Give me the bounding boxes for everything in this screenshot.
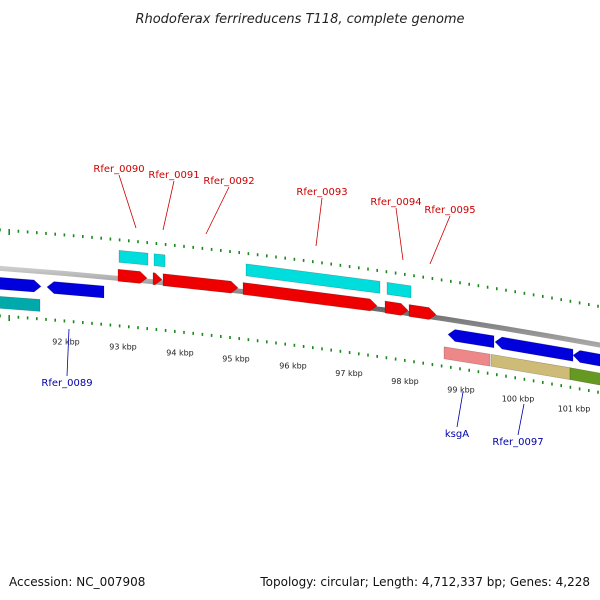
- gene-arrow-reverse: [447, 329, 495, 349]
- gene-label-rfer_0097[interactable]: Rfer_0097: [492, 437, 543, 448]
- bottom-tick-row: [0, 314, 599, 394]
- cds-box: [245, 263, 381, 294]
- gene-label-ksga[interactable]: ksgA: [445, 429, 469, 440]
- gene-label-rfer_0090[interactable]: Rfer_0090: [93, 164, 144, 175]
- label-leader-line: [395, 207, 404, 261]
- rna-box: [443, 346, 491, 367]
- gene-arrow-forward: [162, 273, 239, 294]
- gene-arrow-forward: [152, 272, 163, 286]
- feature-track: [0, 250, 600, 386]
- kbp-tick-label: 92 kbp: [52, 338, 80, 347]
- kbp-tick-label: 95 kbp: [222, 355, 250, 364]
- gene-label-rfer_0091[interactable]: Rfer_0091: [148, 170, 199, 181]
- genome-title: Rhodoferax ferrireducens T118, complete …: [135, 12, 464, 27]
- kbp-tick-label: 93 kbp: [109, 343, 137, 352]
- kbp-tick-label: 98 kbp: [391, 377, 419, 386]
- gene-label-rfer_0093[interactable]: Rfer_0093: [296, 187, 347, 198]
- kbp-tick-label: 101 kbp: [558, 404, 591, 413]
- kbp-tick-label: 97 kbp: [335, 369, 363, 378]
- label-leader-line: [315, 197, 323, 247]
- cds-box: [153, 253, 166, 268]
- gene-arrow-reverse: [0, 277, 42, 293]
- label-leader-line: [118, 174, 137, 229]
- feature-box: [569, 367, 600, 386]
- kbp-tick-label: 96 kbp: [279, 362, 307, 371]
- gene-label-rfer_0095[interactable]: Rfer_0095: [424, 205, 475, 216]
- kbp-tick-label: 99 kbp: [447, 385, 475, 394]
- cds-box: [0, 296, 41, 312]
- cds-box: [118, 250, 149, 266]
- gene-labels: 92 kbp 93 kbp 94 kbp 95 kbp 96 kbp 97 kbp 98 k…: [41, 164, 590, 448]
- kbp-tick-label: 94 kbp: [166, 348, 194, 357]
- gene-arrow-reverse: [494, 336, 574, 362]
- feature-box: [490, 353, 571, 381]
- label-leader-line: [66, 328, 70, 377]
- gene-label-rfer_0092[interactable]: Rfer_0092: [203, 176, 254, 187]
- gene-label-rfer_0089[interactable]: Rfer_0089: [41, 378, 92, 389]
- label-leader-line: [162, 180, 175, 231]
- label-leader-line: [429, 215, 451, 265]
- label-leader-line: [456, 391, 464, 428]
- gene-arrow-reverse: [572, 350, 600, 367]
- label-leader-line: [205, 186, 230, 235]
- gene-arrow-forward: [408, 304, 437, 320]
- top-tick-row: [0, 228, 599, 308]
- gene-label-rfer_0094[interactable]: Rfer_0094: [370, 197, 421, 208]
- genome-summary: Topology: circular; Length: 4,712,337 bp…: [260, 575, 590, 589]
- accession-label: Accession: NC_007908: [9, 575, 146, 589]
- gene-arrow-forward: [384, 300, 409, 316]
- kbp-tick-label: 100 kbp: [502, 395, 535, 404]
- cds-box: [386, 281, 412, 299]
- label-leader-line: [517, 403, 525, 436]
- gene-arrow-reverse: [46, 281, 105, 299]
- gene-arrow-forward: [242, 282, 378, 312]
- gene-arrow-forward: [117, 268, 148, 284]
